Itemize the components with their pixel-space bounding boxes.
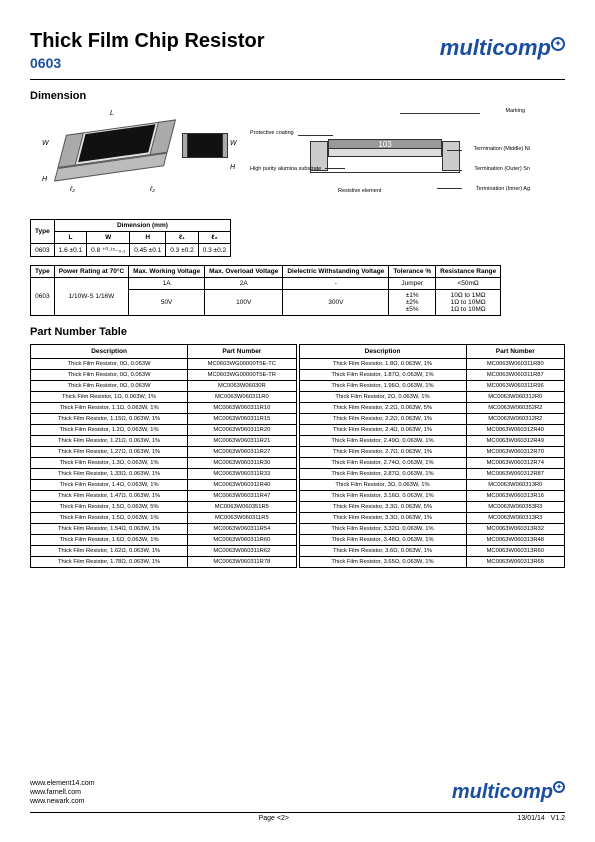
header: Thick Film Chip Resistor 0603 multicomp✦ (30, 30, 565, 71)
part-table-right: Description Part Number Thick Film Resis… (299, 344, 566, 568)
dim-label-l2b: ℓ₂ (150, 186, 155, 193)
dimension-table: Type Dimension (mm) L W H ℓ₁ ℓ₂ 0603 1.6… (30, 219, 231, 257)
table-row: Thick Film Resistor, 2.74Ω, 0.063W, 1%MC… (299, 458, 565, 469)
label-resistive: Resistive element (338, 188, 381, 194)
table-row: Thick Film Resistor, 0Ω, 0.063WMC0603WG0… (31, 359, 297, 370)
table-row: Thick Film Resistor, 1.1Ω, 0.063W, 1%MC0… (31, 403, 297, 414)
dim-label-hb: H (230, 164, 235, 171)
th-type: Type (31, 220, 55, 244)
table-row: Thick Film Resistor, 2.4Ω, 0.063W, 1%MC0… (299, 425, 565, 436)
table-row: Thick Film Resistor, 1.6Ω, 0.063W, 1%MC0… (31, 535, 297, 546)
table-row: Thick Film Resistor, 1.21Ω, 0.063W, 1%MC… (31, 436, 297, 447)
table-row: Thick Film Resistor, 3.32Ω, 0.063W, 1%MC… (299, 524, 565, 535)
table-row: Thick Film Resistor, 2.2Ω, 0.063W, 5%MC0… (299, 403, 565, 414)
table-row: Thick Film Resistor, 1.27Ω, 0.063W, 1%MC… (31, 447, 297, 458)
label-substrate: High purity alumina substrate (250, 166, 321, 172)
table-row: Thick Film Resistor, 1.87Ω, 0.063W, 1%MC… (299, 370, 565, 381)
table-row: Thick Film Resistor, 2.2Ω, 0.063W, 1%MC0… (299, 414, 565, 425)
dim-label-l: L (110, 110, 114, 117)
header-rule (30, 79, 565, 80)
footer-version: V1.2 (551, 815, 565, 822)
label-term-in: Termination (Inner) Ag (476, 186, 530, 192)
table-row: Thick Film Resistor, 3.6Ω, 0.063W, 1%MC0… (299, 546, 565, 557)
table-row: Thick Film Resistor, 1.54Ω, 0.063W, 1%MC… (31, 524, 297, 535)
label-term-mid: Termination (Middle) Ni (473, 146, 530, 152)
table-row: Thick Film Resistor, 1.33Ω, 0.063W, 1%MC… (31, 469, 297, 480)
table-row: Thick Film Resistor, 3.3Ω, 0.063W, 1%MC0… (299, 513, 565, 524)
table-row: Thick Film Resistor, 1.78Ω, 0.063W, 1%MC… (31, 557, 297, 568)
table-row: Thick Film Resistor, 3.48Ω, 0.063W, 1%MC… (299, 535, 565, 546)
table-row: Thick Film Resistor, 3Ω, 0.063W, 1%MC006… (299, 480, 565, 491)
table-row: Thick Film Resistor, 2Ω, 0.063W, 1%MC006… (299, 392, 565, 403)
footer-page: Page <2> (259, 815, 289, 822)
table-row: Thick Film Resistor, 0Ω, 0.063WMC0063W06… (31, 381, 297, 392)
section-partnum-title: Part Number Table (30, 326, 565, 338)
table-row: Thick Film Resistor, 1.62Ω, 0.063W, 1%MC… (31, 546, 297, 557)
table-row: Thick Film Resistor, 1.3Ω, 0.063W, 1%MC0… (31, 458, 297, 469)
table-row: Thick Film Resistor, 1.47Ω, 0.063W, 1%MC… (31, 491, 297, 502)
brand-logo: multicomp✦ (440, 35, 565, 61)
label-protective: Protective coating (250, 130, 294, 136)
table-row: Thick Film Resistor, 3.65Ω, 0.063W, 1%MC… (299, 557, 565, 568)
table-row: Thick Film Resistor, 2.87Ω, 0.063W, 1%MC… (299, 469, 565, 480)
table-row: Thick Film Resistor, 1.8Ω, 0.063W, 1%MC0… (299, 359, 565, 370)
table-row: Thick Film Resistor, 1.5Ω, 0.063W, 5%MC0… (31, 502, 297, 513)
part-table-left: Description Part Number Thick Film Resis… (30, 344, 297, 568)
table-row: Thick Film Resistor, 3.3Ω, 0.063W, 5%MC0… (299, 502, 565, 513)
footer-date: 13/01/14 (518, 815, 545, 822)
footer-brand-logo: multicomp✦ (452, 781, 565, 804)
spec-table: Type Power Rating at 70°C Max. Working V… (30, 265, 501, 316)
dimension-diagram: L W H ℓ₂ ℓ₂ W H (30, 108, 230, 198)
table-row: Thick Film Resistor, 2.49Ω, 0.063W, 1%MC… (299, 436, 565, 447)
dim-label-w: W (42, 140, 49, 147)
table-row: Thick Film Resistor, 0Ω, 0.063WMC0603WG0… (31, 370, 297, 381)
table-row: Thick Film Resistor, 2.7Ω, 0.063W, 1%MC0… (299, 447, 565, 458)
dim-label-l2a: ℓ₂ (70, 186, 75, 193)
label-term-out: Termination (Outer) Sn (474, 166, 530, 172)
table-row: Thick Film Resistor, 3.16Ω, 0.063W, 1%MC… (299, 491, 565, 502)
chip-marking-text: 103 (378, 140, 391, 149)
th-dim-group: Dimension (mm) (54, 220, 230, 232)
cross-section-diagram: 103 Marking Protective coating High puri… (250, 108, 530, 213)
table-row: Thick Film Resistor, 1.15Ω, 0.063W, 1%MC… (31, 414, 297, 425)
table-row: Thick Film Resistor, 1.2Ω, 0.063W, 1%MC0… (31, 425, 297, 436)
table-row: Thick Film Resistor, 1Ω, 0.063W, 1%MC006… (31, 392, 297, 403)
dim-label-wb: W (230, 140, 237, 147)
table-row: Thick Film Resistor, 1.96Ω, 0.063W, 1%MC… (299, 381, 565, 392)
diagram-row: L W H ℓ₂ ℓ₂ W H 103 Marking Protective c… (30, 108, 565, 213)
table-row: Thick Film Resistor, 1.5Ω, 0.063W, 1%MC0… (31, 513, 297, 524)
part-number-tables: Description Part Number Thick Film Resis… (30, 344, 565, 568)
footer: www.element14.com www.farnell.com www.ne… (30, 779, 565, 822)
section-dimension-title: Dimension (30, 90, 565, 102)
dim-label-h: H (42, 176, 47, 183)
label-marking: Marking (505, 108, 525, 114)
table-row: Thick Film Resistor, 1.4Ω, 0.063W, 1%MC0… (31, 480, 297, 491)
